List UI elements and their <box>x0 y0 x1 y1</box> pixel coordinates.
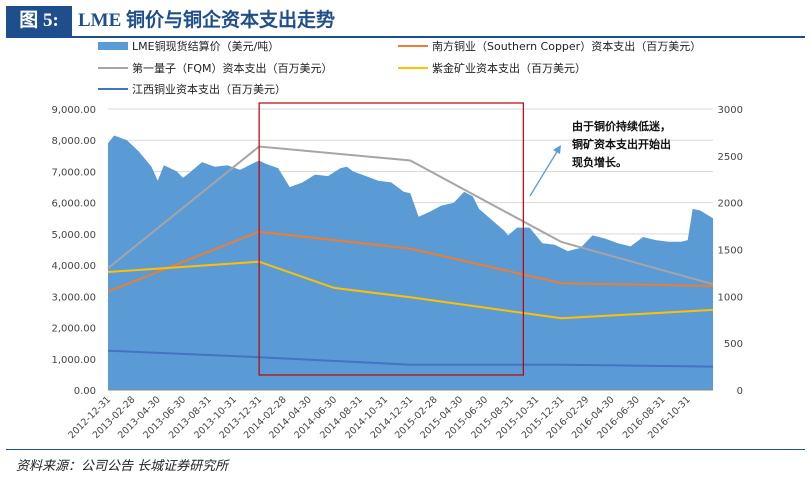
line-series-southern <box>107 230 714 293</box>
y-left-tick-label: 1,000.00 <box>51 355 96 366</box>
y-right-tick-label: 2500 <box>718 152 743 163</box>
chart-legend: LME铜现货结算价（美元/吨） 南方铜业（Southern Copper）资本支… <box>98 39 701 96</box>
y-left-tick-label: 7,000.00 <box>51 167 96 178</box>
y-left-tick-label: 4,000.00 <box>51 261 96 272</box>
y-left-tick-label: 6,000.00 <box>51 199 96 210</box>
legend-label-southern: 南方铜业（Southern Copper）资本支出（百万美元） <box>432 39 701 53</box>
y-left-tick-label: 3,000.00 <box>51 292 96 303</box>
line-series-fqm <box>107 145 714 286</box>
y-left-tick-label: 2,000.00 <box>51 324 96 335</box>
annotation: 由于铜价持续低迷， 铜矿资本支出开始出 现负增长。 <box>529 119 671 197</box>
y-right-tick-label: 500 <box>724 339 743 350</box>
legend-label-lme: LME铜现货结算价（美元/吨） <box>132 39 279 53</box>
line-series-jiangxi <box>107 349 714 368</box>
legend-label-fqm: 第一量子（FQM）资本支出（百万美元） <box>132 61 332 75</box>
y-left-tick-label: 8,000.00 <box>51 136 96 147</box>
title-bar <box>6 6 805 38</box>
area-series-lme <box>108 135 713 390</box>
y-right-tick-label: 3000 <box>718 105 743 116</box>
legend-label-jiangxi: 江西铜业资本支出（百万美元） <box>132 82 286 96</box>
annotation-arrowhead <box>553 145 561 154</box>
y-left-tick-label: 0.00 <box>74 386 96 397</box>
y-right-tick-label: 1000 <box>718 292 743 303</box>
annotation-line-3: 现负增长。 <box>572 155 627 169</box>
figure-label: 图 5: <box>6 6 72 36</box>
y-right-tick-label: 1500 <box>718 246 743 257</box>
y-right-tick-label: 0 <box>737 386 743 397</box>
legend-swatch-lme <box>98 42 128 50</box>
annotation-line-2: 铜矿资本支出开始出 <box>571 137 671 151</box>
y-right-tick-label: 2000 <box>718 199 743 210</box>
source-note: 资料来源：公司公告 长城证券研究所 <box>16 459 229 474</box>
annotation-arrow <box>529 149 559 197</box>
line-series-zijin <box>107 260 714 320</box>
footer-rule <box>6 449 805 450</box>
page-title: LME 铜价与铜企资本支出走势 <box>78 10 336 31</box>
y-left-tick-label: 5,000.00 <box>51 230 96 241</box>
annotation-line-1: 由于铜价持续低迷， <box>572 119 671 133</box>
legend-label-zijin: 紫金矿业资本支出（百万美元） <box>432 61 586 75</box>
y-left-tick-label: 9,000.00 <box>51 105 96 116</box>
highlight-box <box>258 102 524 376</box>
